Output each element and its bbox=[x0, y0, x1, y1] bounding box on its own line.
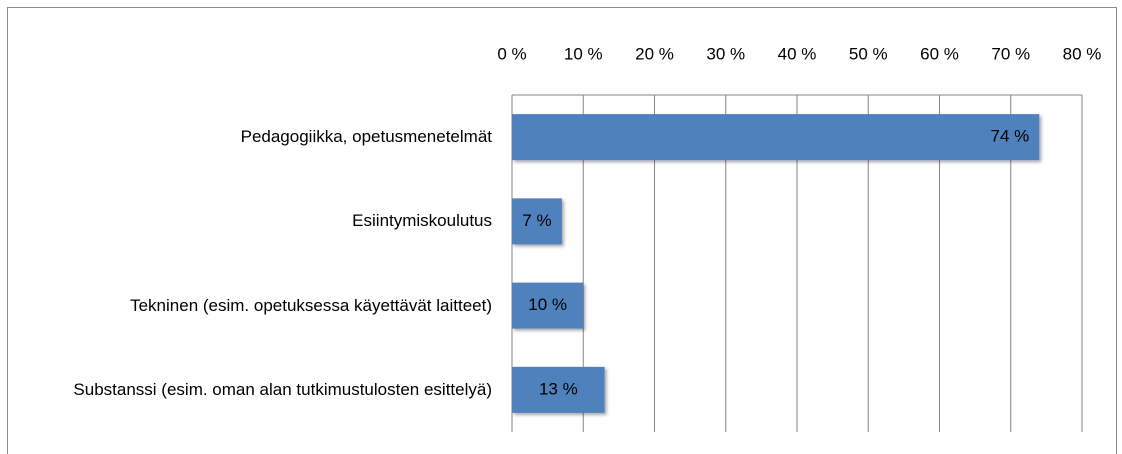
bar bbox=[512, 198, 562, 245]
x-tick-label: 40 % bbox=[778, 44, 817, 63]
category-label-box: Pedagogiikka, opetusmenetelmät bbox=[10, 95, 492, 179]
data-label: 10 % bbox=[528, 295, 567, 314]
y-tick-label: Tekninen (esim. opetuksessa käyettävät l… bbox=[130, 295, 492, 315]
x-tick-label: 20 % bbox=[635, 44, 674, 63]
chart-frame bbox=[7, 7, 1117, 454]
bar bbox=[512, 366, 605, 413]
bar bbox=[512, 282, 584, 329]
y-tick-label: Pedagogiikka, opetusmenetelmät bbox=[240, 127, 492, 146]
x-tick-label: 50 % bbox=[849, 44, 888, 63]
category-label-box: Esiintymiskoulutus bbox=[10, 179, 492, 263]
data-label: 74 % bbox=[991, 127, 1030, 146]
category-label-box: Substanssi (esim. oman alan tutkimustulo… bbox=[10, 348, 492, 432]
data-label: 13 % bbox=[539, 379, 578, 398]
data-label: 7 % bbox=[522, 211, 551, 230]
x-tick-label: 60 % bbox=[920, 44, 959, 63]
x-tick-label: 10 % bbox=[564, 44, 603, 63]
x-tick-label: 70 % bbox=[991, 44, 1030, 63]
y-tick-label: Substanssi (esim. oman alan tutkimustulo… bbox=[73, 379, 492, 399]
x-tick-label: 80 % bbox=[1063, 44, 1102, 63]
bar bbox=[512, 114, 1040, 161]
x-tick-label: 0 % bbox=[497, 44, 526, 63]
x-tick-label: 30 % bbox=[706, 44, 745, 63]
category-label-box: Tekninen (esim. opetuksessa käyettävät l… bbox=[10, 264, 492, 348]
y-tick-label: Esiintymiskoulutus bbox=[352, 211, 492, 231]
